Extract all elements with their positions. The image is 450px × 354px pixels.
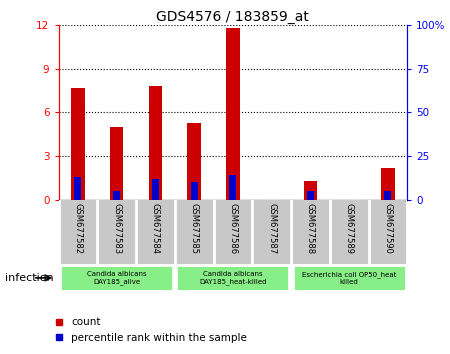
Bar [304, 181, 317, 200]
Text: Candida albicans
DAY185_alive: Candida albicans DAY185_alive [87, 271, 146, 285]
Bar [110, 127, 123, 200]
Text: GSM677583: GSM677583 [112, 203, 121, 254]
Bar [230, 176, 236, 200]
Text: GSM677582: GSM677582 [73, 203, 82, 254]
Text: GSM677589: GSM677589 [345, 203, 354, 254]
Bar [307, 191, 314, 200]
Bar [226, 28, 240, 200]
Text: GSM677590: GSM677590 [383, 203, 392, 254]
Bar [176, 265, 289, 291]
Bar [292, 265, 406, 291]
Bar [74, 177, 81, 200]
Bar [381, 168, 395, 200]
Text: Escherichia coli OP50_heat
killed: Escherichia coli OP50_heat killed [302, 271, 396, 285]
Bar [152, 179, 159, 200]
Bar [113, 191, 120, 200]
Text: Candida albicans
DAY185_heat-killed: Candida albicans DAY185_heat-killed [199, 271, 266, 285]
Text: GSM677586: GSM677586 [228, 203, 238, 254]
Text: GSM677588: GSM677588 [306, 203, 315, 254]
Bar [71, 87, 85, 200]
Text: infection: infection [4, 273, 53, 283]
Text: GSM677585: GSM677585 [189, 203, 198, 254]
Legend: count, percentile rank within the sample: count, percentile rank within the sample [50, 313, 251, 347]
Bar [148, 86, 162, 200]
Text: GSM677587: GSM677587 [267, 203, 276, 254]
Bar [60, 265, 173, 291]
Bar [187, 122, 201, 200]
Text: GSM677584: GSM677584 [151, 203, 160, 254]
Bar [191, 183, 198, 200]
Title: GDS4576 / 183859_at: GDS4576 / 183859_at [157, 10, 309, 24]
Bar [384, 191, 392, 200]
